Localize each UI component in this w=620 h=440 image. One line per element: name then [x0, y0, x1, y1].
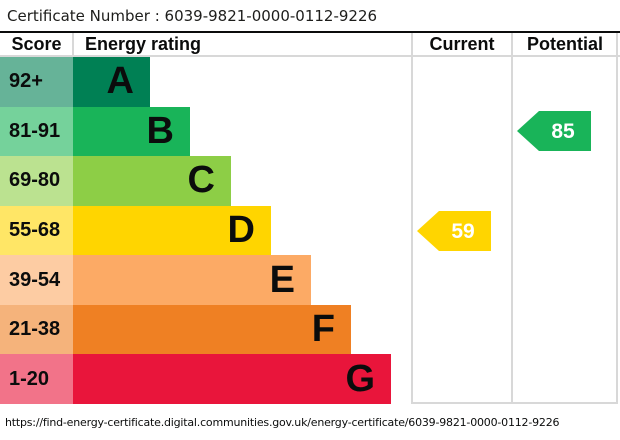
potential-score-value: 85	[551, 120, 575, 143]
band-row-d: 55-68 D	[0, 205, 620, 256]
band-bar-b: B	[73, 106, 190, 157]
score-range-c: 69-80	[0, 156, 73, 206]
chart-bottom-rule	[411, 402, 618, 404]
band-row-g: 1-20 G	[0, 354, 620, 405]
current-rating-arrow: 59	[417, 211, 491, 251]
score-range-f: 21-38	[0, 304, 73, 355]
score-range-e: 39-54	[0, 255, 73, 305]
score-range-d: 55-68	[0, 205, 73, 256]
band-bar-e: E	[73, 255, 311, 305]
score-range-a: 92+	[0, 57, 73, 107]
header-potential: Potential	[526, 34, 603, 54]
header-energy-rating: Energy rating	[85, 34, 202, 54]
band-row-a: 92+ A	[0, 57, 620, 107]
band-bar-c: C	[73, 156, 231, 206]
rating-bands: 92+ A 81-91 B 69-80 C 55-68 D 39-54 E 21-38 F 1-20 G	[0, 57, 620, 405]
header-top-rule	[0, 31, 620, 33]
header-current: Current	[429, 34, 495, 54]
score-range-g: 1-20	[0, 354, 73, 405]
band-bar-g: G	[73, 354, 391, 405]
potential-arrow-icon: 85	[517, 111, 591, 151]
right-border	[616, 33, 618, 404]
current-column-divider	[411, 33, 413, 404]
current-score-value: 59	[451, 220, 474, 243]
band-bar-a: A	[73, 57, 150, 107]
score-range-b: 81-91	[0, 106, 73, 157]
current-arrow-icon: 59	[417, 211, 491, 251]
header-score: Score	[11, 34, 62, 54]
band-row-c: 69-80 C	[0, 156, 620, 206]
certificate-url: https://find-energy-certificate.digital.…	[5, 416, 560, 429]
potential-column-divider	[511, 33, 513, 404]
band-bar-d: D	[73, 205, 271, 256]
score-column-divider	[72, 33, 74, 55]
band-row-b: 81-91 B	[0, 106, 620, 157]
band-row-e: 39-54 E	[0, 255, 620, 305]
header-bottom-rule	[0, 55, 620, 57]
band-row-f: 21-38 F	[0, 304, 620, 355]
potential-rating-arrow: 85	[517, 111, 591, 151]
certificate-number: Certificate Number : 6039-9821-0000-0112…	[7, 7, 378, 25]
band-bar-f: F	[73, 304, 351, 355]
